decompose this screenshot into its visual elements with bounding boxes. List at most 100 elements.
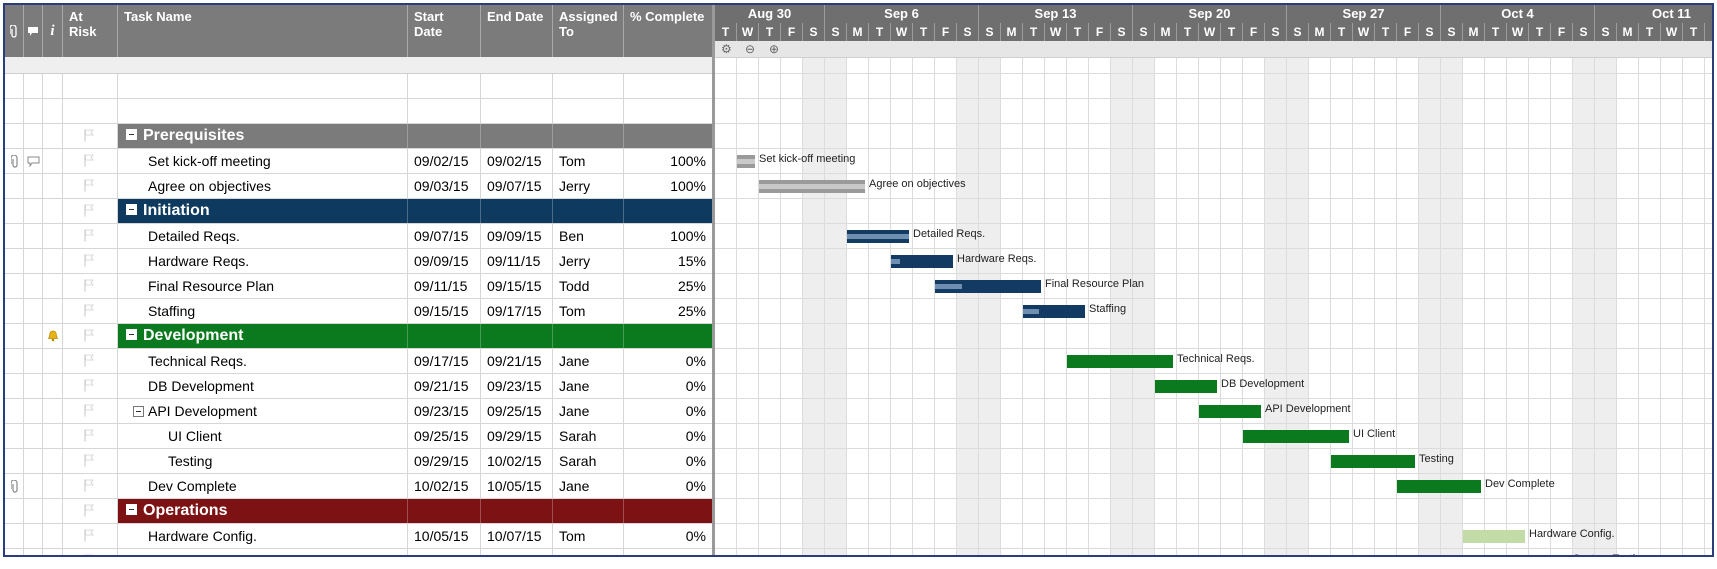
percent-complete[interactable]: 0% — [685, 478, 706, 494]
end-date[interactable]: 09/23/15 — [487, 378, 542, 394]
end-date[interactable]: 09/09/15 — [487, 228, 542, 244]
flag-icon[interactable] — [84, 229, 94, 242]
paperclip-icon[interactable] — [11, 480, 19, 493]
assigned-to-column-header[interactable]: Assigned To — [553, 5, 624, 57]
assignee[interactable]: Jane — [559, 478, 590, 494]
start-date[interactable]: 09/29/15 — [414, 453, 469, 469]
start-date[interactable]: 09/07/15 — [414, 228, 469, 244]
collapse-toggle[interactable] — [126, 129, 137, 141]
start-date[interactable]: 09/17/15 — [414, 353, 469, 369]
end-date[interactable]: 09/02/15 — [487, 153, 542, 169]
assignee[interactable]: Sarah — [559, 453, 597, 469]
start-date[interactable]: 09/02/15 — [414, 153, 469, 169]
start-date[interactable]: 09/21/15 — [414, 378, 469, 394]
comment-icon[interactable] — [27, 156, 40, 167]
end-date[interactable]: 09/07/15 — [487, 178, 542, 194]
percent-complete[interactable]: 0% — [685, 453, 706, 469]
end-date[interactable]: 09/15/15 — [487, 278, 542, 294]
gantt-bar[interactable] — [1463, 530, 1525, 543]
assignee[interactable]: Tom — [559, 553, 585, 555]
task-name-column-header[interactable]: Task Name — [118, 5, 408, 57]
task-name[interactable]: Set kick-off meeting — [148, 153, 271, 169]
collapse-toggle[interactable] — [133, 405, 144, 417]
percent-complete-column-header[interactable]: % Complete — [624, 5, 712, 57]
paperclip-icon[interactable] — [11, 155, 19, 168]
gantt-bar[interactable] — [737, 155, 755, 168]
flag-icon[interactable] — [84, 479, 94, 492]
task-name[interactable]: Agree on objectives — [148, 178, 271, 194]
assignee[interactable]: Tom — [559, 303, 586, 319]
collapse-toggle[interactable] — [126, 204, 137, 216]
end-date-column-header[interactable]: End Date — [481, 5, 553, 57]
percent-complete[interactable]: 100% — [670, 153, 706, 169]
assignee[interactable]: Todd — [559, 278, 590, 294]
flag-icon[interactable] — [84, 429, 94, 442]
start-date[interactable]: 10/02/15 — [414, 478, 469, 494]
collapse-toggle[interactable] — [126, 329, 137, 341]
flag-icon[interactable] — [84, 304, 94, 317]
percent-complete[interactable]: 100% — [670, 178, 706, 194]
task-name[interactable]: Final Resource Plan — [148, 278, 275, 294]
gantt-bar[interactable] — [1199, 405, 1261, 418]
gantt-bar[interactable] — [1155, 380, 1217, 393]
flag-icon[interactable] — [84, 179, 94, 192]
gantt-bar[interactable] — [1023, 305, 1085, 318]
flag-icon[interactable] — [84, 354, 94, 367]
task-name[interactable]: Dev Complete — [148, 478, 237, 494]
assignee[interactable]: Jerry — [559, 178, 591, 194]
start-date[interactable]: 09/03/15 — [414, 178, 469, 194]
gantt-bar[interactable] — [847, 230, 909, 243]
flag-icon[interactable] — [84, 129, 94, 142]
percent-complete[interactable]: 0% — [685, 403, 706, 419]
gantt-bar[interactable] — [759, 180, 865, 193]
end-date[interactable]: 10/07/15 — [487, 528, 542, 544]
reminder-bell-icon[interactable] — [47, 330, 59, 342]
flag-icon[interactable] — [84, 254, 94, 267]
task-name[interactable]: Hardware Reqs. — [148, 253, 250, 269]
start-date-column-header[interactable]: Start Date — [408, 5, 481, 57]
percent-complete[interactable]: 100% — [670, 228, 706, 244]
end-date[interactable]: 09/17/15 — [487, 303, 542, 319]
att-cell[interactable] — [5, 474, 24, 498]
comments-column-header[interactable] — [24, 5, 43, 57]
flag-icon[interactable] — [84, 154, 94, 167]
start-date[interactable]: 09/09/15 — [414, 253, 469, 269]
flag-icon[interactable] — [84, 554, 94, 555]
task-name[interactable]: Testing — [168, 453, 213, 469]
percent-complete[interactable]: 25% — [677, 303, 706, 319]
gantt-bar[interactable] — [1243, 430, 1349, 443]
start-date[interactable]: 10/05/15 — [414, 528, 469, 544]
percent-complete[interactable]: 0% — [685, 528, 706, 544]
flag-icon[interactable] — [84, 454, 94, 467]
at-risk-column-header[interactable]: At Risk — [63, 5, 118, 57]
task-name[interactable]: API Development — [148, 403, 257, 419]
start-date[interactable]: 09/25/15 — [414, 428, 469, 444]
end-date[interactable]: 09/21/15 — [487, 353, 542, 369]
task-name[interactable]: Technical Reqs. — [148, 353, 247, 369]
assignee[interactable]: Jane — [559, 403, 590, 419]
task-name[interactable]: Hardware Config. — [148, 528, 257, 544]
attachments-column-header[interactable] — [5, 5, 24, 57]
flag-icon[interactable] — [84, 204, 94, 217]
gantt-bar[interactable] — [935, 280, 1041, 293]
start-date[interactable]: 09/23/15 — [414, 403, 469, 419]
assignee[interactable]: Tom — [559, 528, 586, 544]
start-date[interactable]: 09/11/15 — [414, 278, 468, 294]
flag-icon[interactable] — [84, 279, 94, 292]
gear-icon[interactable]: ⚙ — [721, 42, 732, 56]
task-name[interactable]: UI Client — [168, 428, 222, 444]
gantt-bar[interactable] — [1331, 455, 1415, 468]
start-date[interactable]: 09/15/15 — [414, 303, 469, 319]
end-date[interactable]: 09/11/15 — [487, 253, 541, 269]
end-date[interactable]: 10/09/15 — [487, 553, 542, 555]
percent-complete[interactable]: 0% — [685, 428, 706, 444]
att-cell[interactable] — [5, 149, 24, 173]
end-date[interactable]: 09/29/15 — [487, 428, 542, 444]
assignee[interactable]: Ben — [559, 228, 584, 244]
percent-complete[interactable]: 0% — [685, 353, 706, 369]
end-date[interactable]: 09/25/15 — [487, 403, 542, 419]
assignee[interactable]: Tom — [559, 153, 586, 169]
zoom-in-icon[interactable]: ⊕ — [769, 42, 780, 56]
collapse-toggle[interactable] — [126, 504, 137, 516]
task-name[interactable]: Staffing — [148, 303, 196, 319]
